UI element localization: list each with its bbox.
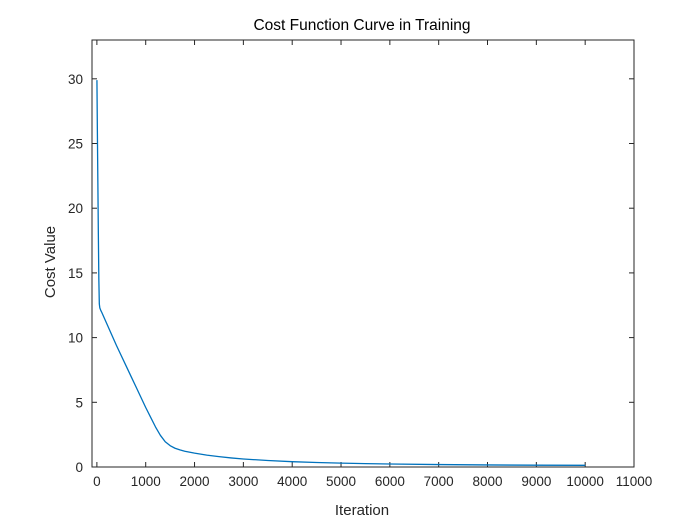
x-tick-label: 1000 — [131, 474, 161, 489]
y-axis-label: Cost Value — [42, 226, 59, 298]
y-tick-label: 0 — [75, 460, 83, 475]
y-tick-label: 25 — [68, 137, 83, 152]
cost-series-line — [96, 80, 586, 466]
x-tick-label: 7000 — [424, 474, 454, 489]
plot-box — [91, 39, 635, 468]
x-tick-label: 4000 — [277, 474, 307, 489]
x-tick-label: 11000 — [616, 474, 653, 489]
plot-area: 0 1000 2000 3000 4000 5000 6000 7000 8000 9000 100… — [68, 39, 653, 489]
y-tick-label: 30 — [68, 72, 83, 87]
x-tick-label: 10000 — [566, 474, 604, 489]
x-tick-label: 9000 — [521, 474, 551, 489]
x-tick-label: 5000 — [326, 474, 356, 489]
x-tick-label: 6000 — [375, 474, 405, 489]
x-tick-label: 8000 — [472, 474, 502, 489]
y-tick-label: 5 — [75, 395, 83, 410]
y-tick-label: 20 — [68, 201, 83, 216]
x-tick-label: 2000 — [180, 474, 210, 489]
chart-title: Cost Function Curve in Training — [253, 17, 470, 34]
x-tick-label: 3000 — [228, 474, 258, 489]
x-tick-label: 0 — [93, 474, 101, 489]
y-tick-label: 10 — [68, 331, 83, 346]
x-axis-label: Iteration — [335, 502, 389, 519]
y-tick-label: 15 — [68, 266, 83, 281]
